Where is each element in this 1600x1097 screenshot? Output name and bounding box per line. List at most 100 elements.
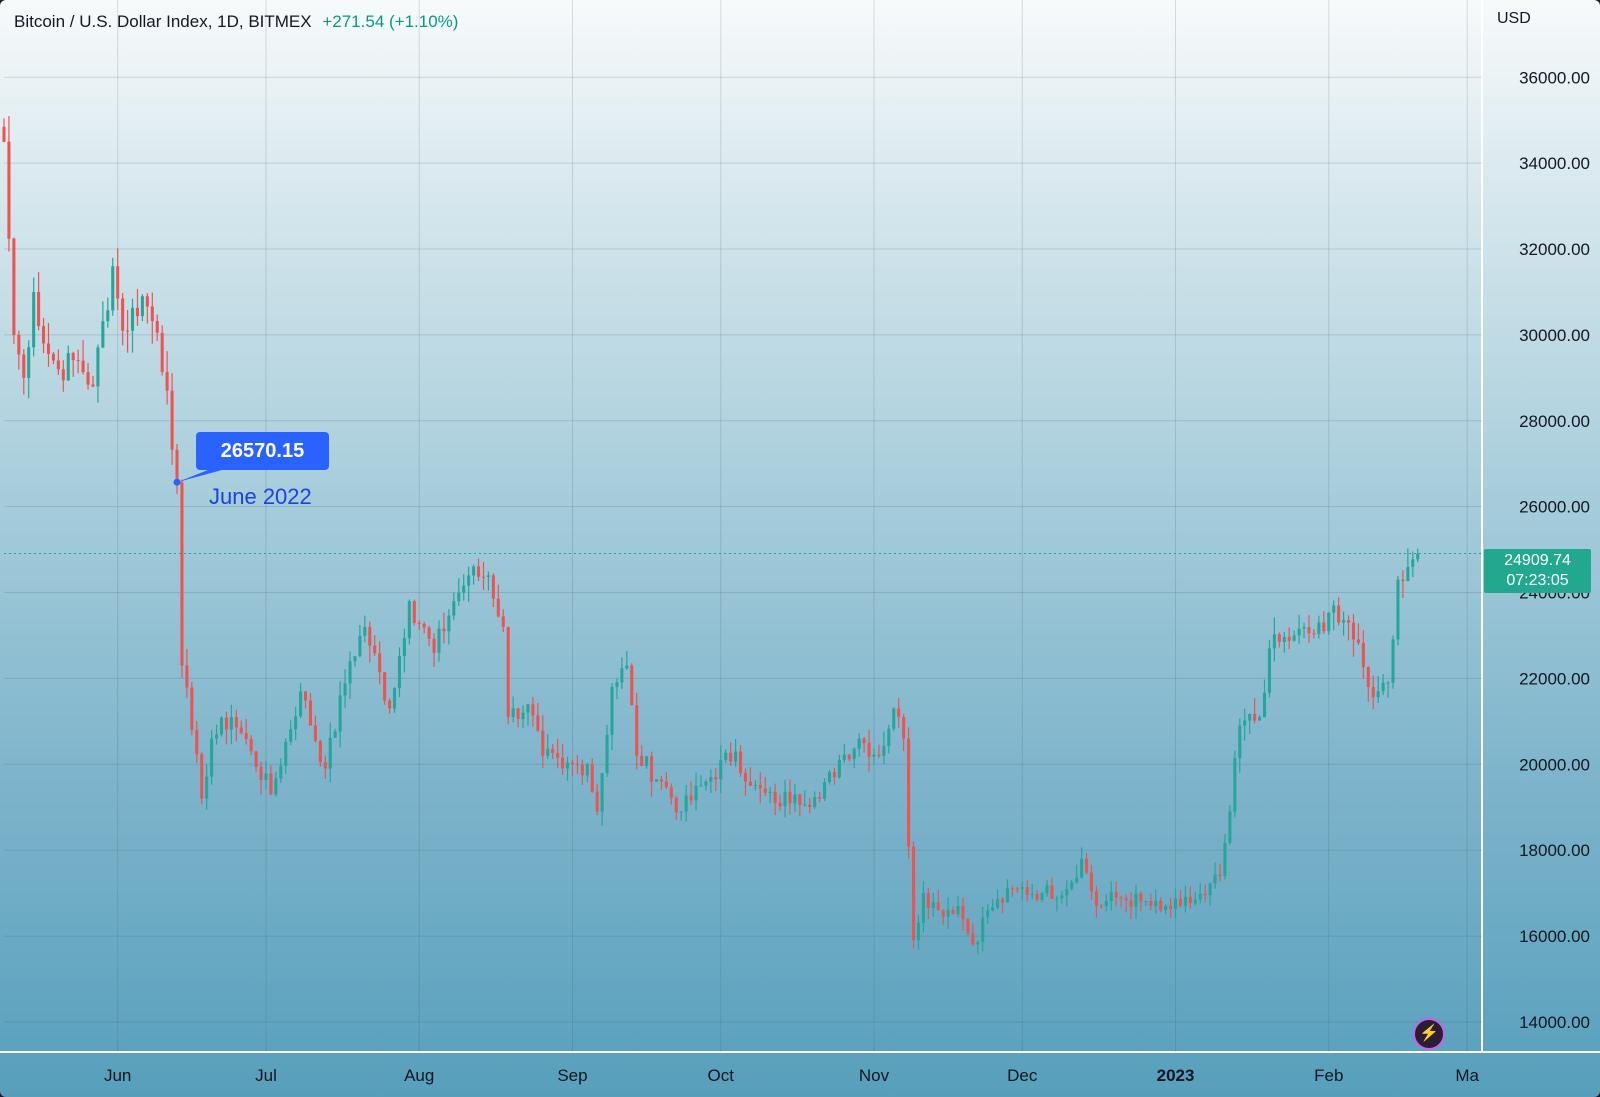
x-tick-label: Oct [708,1066,735,1085]
candle-body [976,941,980,945]
candle-body [991,907,995,911]
candle-body [130,307,135,331]
candle-body [531,704,535,716]
candle-body [1307,627,1311,634]
lightning-bolt-icon[interactable]: ⚡ [1413,1018,1445,1050]
candle-body [388,700,392,709]
last-price-tag: 24909.74 07:23:05 [1484,549,1591,593]
x-tick-label: Aug [404,1066,434,1085]
candle-body [427,627,431,639]
candle-body [224,717,228,730]
candle-body [383,672,387,701]
candle-body [1228,811,1232,843]
candle-body [422,623,426,628]
candle-body [165,371,169,391]
candle-body [580,764,584,776]
x-tick-label: 2023 [1157,1066,1195,1085]
candle-body [561,757,565,769]
candle-body [1178,898,1183,907]
y-tick-label: 32000.00 [1519,240,1590,259]
candle-body [323,762,327,769]
candle-body [1262,692,1267,718]
candle-body [2,126,6,142]
candle-body [200,754,204,799]
candle-body [12,238,16,335]
candle-body [575,763,579,765]
candle-body [432,638,436,653]
candle-body [318,741,322,763]
candle-body [1104,900,1108,907]
candle-body [1149,900,1153,907]
candle-body [249,739,253,752]
candle-body [472,566,476,576]
candle-body [852,748,856,760]
candle-body [348,661,352,684]
callout-date-label[interactable]: June 2022 [209,484,312,509]
candle-body [1213,874,1217,884]
candle-body [956,906,960,915]
candle-body [753,784,757,786]
candle-body [610,687,614,735]
candle-body [1055,898,1059,900]
candle-body [827,772,832,783]
candle-body [1159,900,1163,911]
candle-body [946,909,950,917]
candle-body [140,296,144,317]
candle-body [56,360,60,370]
candle-body [417,622,421,624]
currency-label[interactable]: USD [1497,10,1531,27]
candle-body [42,326,46,344]
candle-body [353,656,357,662]
candle-body [536,715,540,731]
candle-body [556,752,560,758]
candle-body [289,729,293,742]
candle-body [679,811,683,813]
candle-body [684,795,688,812]
candle-body [551,748,555,753]
candle-body [1371,687,1375,698]
candle-body [1327,612,1331,632]
candle-body [1322,622,1326,632]
candle-body [763,788,767,793]
candle-body [486,575,490,577]
candle-body [664,781,668,788]
y-tick-label: 26000.00 [1519,498,1590,517]
candle-body [91,384,95,387]
symbol-legend[interactable]: Bitcoin / U.S. Dollar Index, 1D, BITMEX … [14,12,458,32]
candle-body [1347,620,1351,623]
candle-body [239,727,243,734]
candle-body [778,802,782,807]
candle-body [1094,891,1098,907]
candle-body [338,695,342,732]
candle-body [1124,897,1128,901]
candle-body [808,804,812,807]
candle-body [343,683,347,696]
y-tick-label: 36000.00 [1519,68,1590,87]
candle-body [1070,882,1074,889]
candle-body [803,804,807,806]
candle-body [303,691,308,701]
candle-body [1060,895,1064,899]
candle-body [892,708,896,729]
candle-body [111,266,115,311]
callout-price-box[interactable]: 26570.15 [196,432,329,470]
candle-body [1109,892,1113,901]
candle-body [516,708,520,720]
candle-body [135,307,139,317]
candle-body [170,390,174,450]
candle-body [729,752,733,762]
candle-body [1396,579,1400,640]
candle-body [1030,893,1034,895]
candle-body [294,716,298,730]
candle-body [215,734,219,739]
candle-body [724,752,728,761]
candle-body [1085,858,1089,873]
x-tick-label: Jul [255,1066,277,1085]
last-price-value: 24909.74 [1504,552,1571,569]
candle-body [921,893,925,923]
candle-body [857,738,861,749]
candle-body [1045,885,1049,894]
candle-body [1258,717,1262,721]
